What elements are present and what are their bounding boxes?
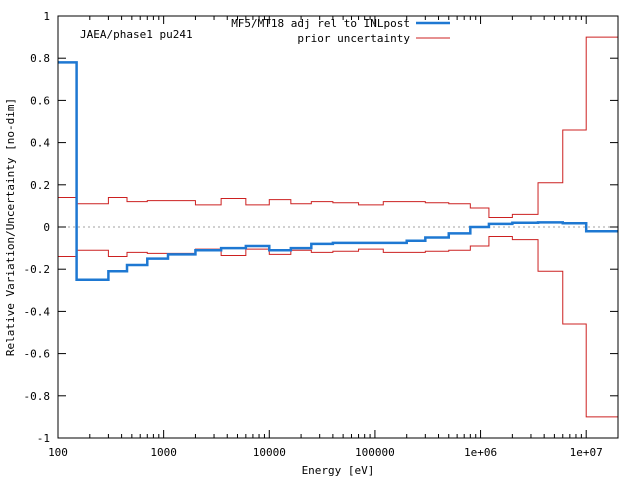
y-tick-label: 0.4 [30, 137, 50, 150]
legend-label-prior-uncertainty: prior uncertainty [297, 32, 410, 45]
y-tick-label: -0.4 [24, 305, 51, 318]
prior-uncertainty-step-line-lower [58, 236, 618, 418]
y-tick-label: -1 [37, 432, 50, 445]
y-tick-label: -0.2 [24, 263, 51, 276]
y-tick-label: 0.2 [30, 179, 50, 192]
y-tick-label: -0.6 [24, 348, 51, 361]
x-tick-label: 10000 [253, 446, 286, 459]
x-tick-label: 1e+07 [570, 446, 603, 459]
adjustment-step-line [58, 61, 618, 281]
x-tick-label: 100 [48, 446, 68, 459]
x-tick-label: 1e+06 [464, 446, 497, 459]
chart-subtitle: JAEA/phase1 pu241 [80, 28, 193, 41]
series-layer [58, 36, 618, 418]
x-tick-label: 100000 [355, 446, 395, 459]
x-tick-label: 1000 [150, 446, 177, 459]
y-tick-label: 0.6 [30, 94, 50, 107]
legend-label-adjustment: MF5/MT18 adj rel to INLpost [231, 17, 410, 30]
y-axis-label: Relative Variation/Uncertainty [no-dim] [4, 98, 17, 356]
x-axis-label: Energy [eV] [302, 464, 375, 477]
y-tick-label: 0 [43, 221, 50, 234]
y-tick-label: -0.8 [24, 390, 51, 403]
legend: MF5/MT18 adj rel to INLpost prior uncert… [231, 17, 450, 45]
y-tick-label: 0.8 [30, 52, 50, 65]
y-tick-label: 1 [43, 10, 50, 23]
ticks-layer [57, 15, 619, 439]
prior-uncertainty-step-line-upper [58, 36, 618, 219]
